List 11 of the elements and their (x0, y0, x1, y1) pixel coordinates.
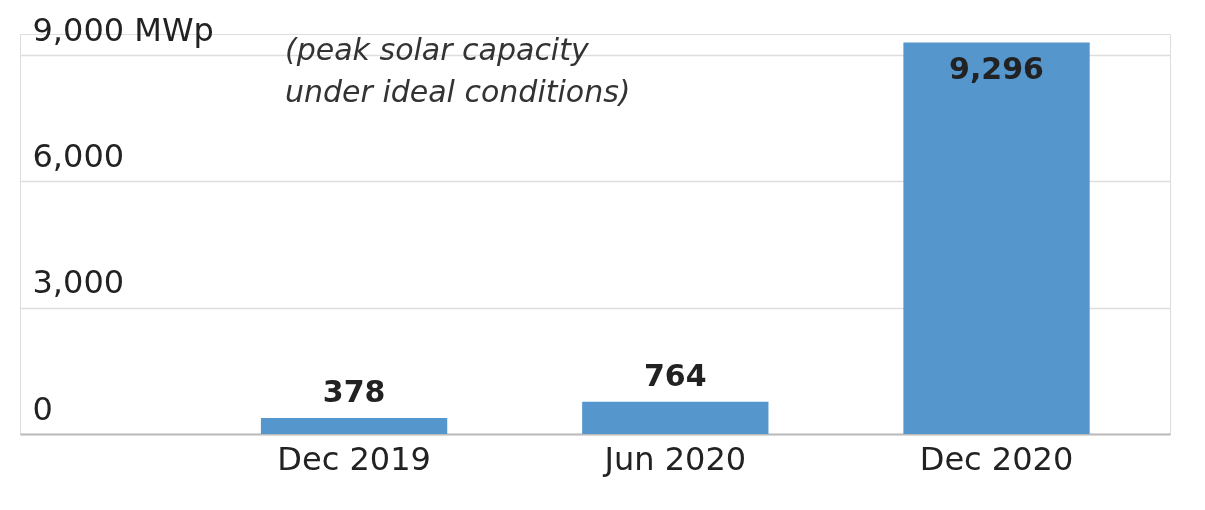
data-label: 378 (322, 374, 386, 410)
x-tick-label: Jun 2020 (602, 439, 747, 478)
y-tick-label: 0 (32, 389, 53, 428)
y-tick-label: 6,000 (32, 136, 125, 175)
y-tick-label: 3,000 (32, 263, 125, 302)
x-tick-label: Dec 2019 (277, 439, 431, 478)
y-tick-label: 9,000 MWp (32, 10, 214, 49)
x-tick-label: Dec 2020 (919, 439, 1074, 478)
annotation: (peak solar capacity under ideal conditions) (285, 32, 631, 109)
data-label: 764 (643, 357, 707, 393)
data-label: 9,296 (949, 50, 1044, 86)
